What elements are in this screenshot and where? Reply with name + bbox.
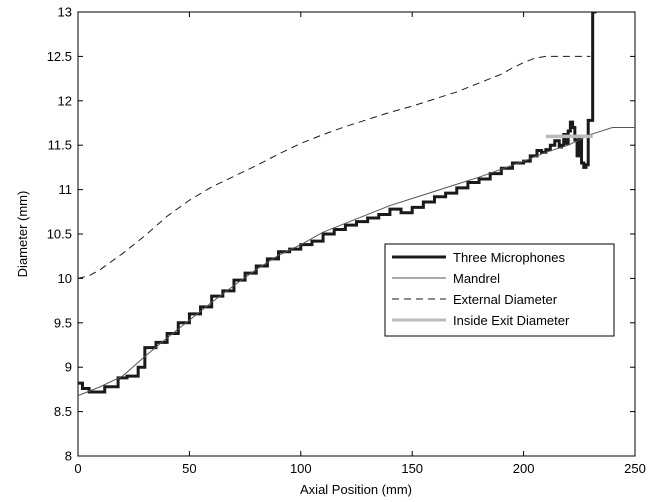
y-tick-label: 8 [65, 449, 72, 464]
y-tick-label: 8.5 [54, 404, 72, 419]
y-tick-label: 12 [58, 93, 72, 108]
legend-label-mandrel: Mandrel [453, 271, 500, 286]
y-tick-label: 11 [59, 182, 73, 197]
x-axis: 0 50 100 150 200 250 [74, 12, 646, 476]
y-tick-label: 10 [58, 271, 72, 286]
plot-area [77, 11, 636, 457]
legend: Three Microphones Mandrel External Diame… [384, 243, 615, 337]
series-layer [78, 12, 635, 397]
x-tick-label: 200 [513, 461, 535, 476]
legend-label-inside-exit-diameter: Inside Exit Diameter [453, 313, 570, 328]
y-axis: 8 8.5 9 9.5 10 10.5 11 11.5 12 12.5 13 [47, 5, 635, 464]
x-tick-label: 100 [290, 461, 312, 476]
y-tick-label: 9 [65, 360, 72, 375]
x-tick-label: 50 [182, 461, 196, 476]
legend-label-external-diameter: External Diameter [453, 292, 558, 307]
y-tick-label: 9.5 [54, 315, 72, 330]
series-external-diameter [78, 55, 591, 279]
y-tick-label: 13 [58, 5, 72, 20]
legend-label-three-microphones: Three Microphones [453, 250, 565, 265]
y-axis-label: Diameter (mm) [15, 191, 30, 278]
x-axis-label: Axial Position (mm) [300, 482, 412, 497]
y-tick-label: 12.5 [47, 49, 72, 64]
y-tick-label: 10.5 [47, 227, 72, 242]
x-tick-label: 150 [401, 461, 423, 476]
y-tick-label: 11.5 [48, 138, 72, 153]
series-mandrel [78, 126, 635, 397]
x-tick-label: 250 [624, 461, 646, 476]
x-tick-label: 0 [74, 461, 81, 476]
series-three-microphones [78, 12, 597, 394]
